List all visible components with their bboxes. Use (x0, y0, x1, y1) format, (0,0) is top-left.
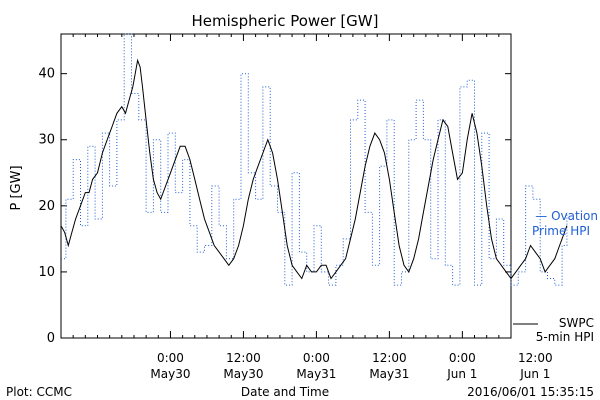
legend-swpc-line2: 5-min HPI (536, 330, 594, 344)
y-tick-label: 20 (38, 199, 55, 214)
x-tick-label-time: 0:00 (449, 351, 476, 365)
x-tick-label-time: 0:00 (303, 351, 330, 365)
x-tick-label-date: Jun 1 (519, 367, 550, 381)
plot-frame (60, 33, 512, 339)
x-tick-label-date: May31 (369, 367, 409, 381)
x-tick-label-time: 12:00 (518, 351, 553, 365)
x-axis: 0:00 May30 12:00 May30 0:00 May31 12:00 May31 0:… (60, 34, 553, 381)
y-axis: 0 10 20 30 40 (38, 67, 511, 346)
y-tick-label: 40 (38, 67, 55, 82)
x-tick-label-date: May30 (150, 367, 190, 381)
x-tick-label-date: Jun 1 (446, 367, 477, 381)
legend-ovation: — Ovation Prime HPI (532, 209, 598, 238)
y-tick-label: 0 (47, 331, 55, 346)
x-axis-label: Date and Time (241, 385, 329, 399)
x-tick-label-time: 12:00 (372, 351, 407, 365)
x-tick-label-date: May31 (296, 367, 336, 381)
series-line-ovation-prime (61, 33, 568, 286)
y-axis-label: P [GW] (9, 165, 24, 210)
legend-ovation-line2: Prime HPI (532, 224, 590, 238)
series-line-swpc (60, 58, 568, 280)
footer-timestamp: 2016/06/01 15:35:15 (467, 385, 594, 399)
chart-title: Hemispheric Power [GW] (192, 12, 379, 30)
y-tick-label: 30 (38, 133, 55, 148)
legend-swpc-line1: SWPC (559, 316, 594, 330)
legend-swpc: SWPC 5-min HPI (513, 316, 594, 344)
x-tick-label-date: May30 (223, 367, 263, 381)
x-tick-label-time: 12:00 (226, 351, 261, 365)
legend-ovation-line1: — Ovation (535, 209, 598, 223)
footer-plot-source: Plot: CCMC (6, 385, 72, 399)
x-tick-label-time: 0:00 (157, 351, 184, 365)
y-tick-label: 10 (38, 265, 55, 280)
